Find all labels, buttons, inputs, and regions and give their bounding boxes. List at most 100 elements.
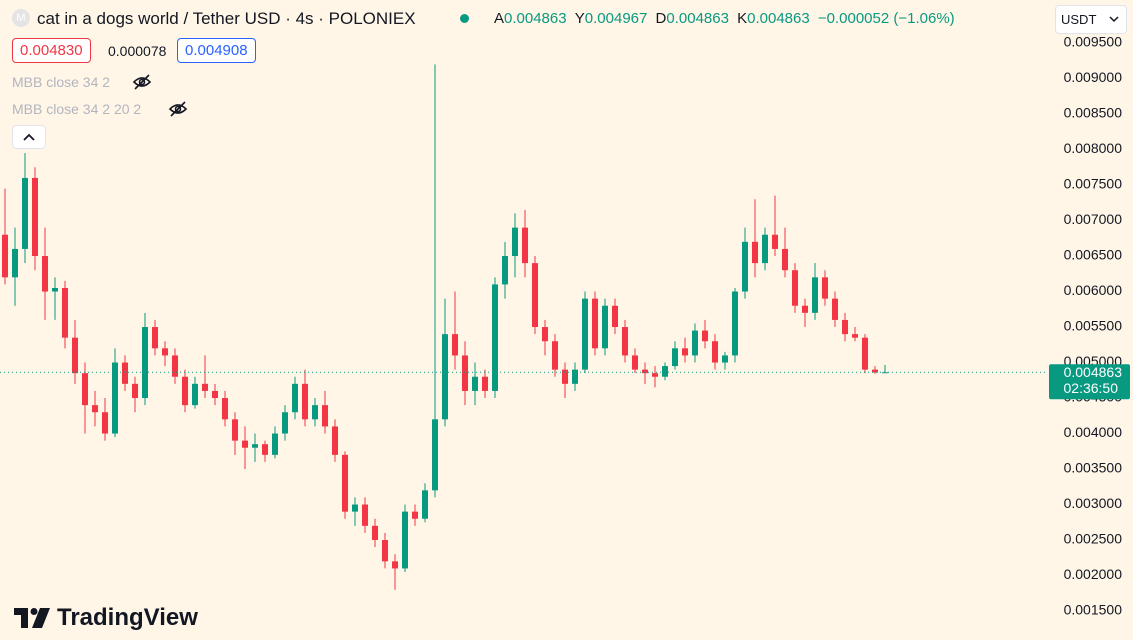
candle-body: [542, 327, 548, 342]
candle-body: [822, 277, 828, 299]
candle-body: [612, 305, 618, 328]
ohlc-value: 0.004863: [747, 10, 810, 27]
candle-body: [602, 305, 608, 349]
candle-body: [142, 327, 148, 399]
hide-icon[interactable]: [168, 99, 188, 119]
candle-body: [802, 305, 808, 313]
candle-body: [742, 241, 748, 292]
candle-body: [202, 383, 208, 391]
candle-body: [682, 348, 688, 356]
brand-logo: [14, 608, 50, 628]
candle-body: [322, 405, 328, 427]
candle-body: [572, 369, 578, 384]
candle-body: [12, 248, 18, 278]
collapse-button[interactable]: [12, 125, 46, 149]
candle-body: [392, 561, 398, 569]
candle-body: [862, 337, 868, 370]
candle-body: [522, 227, 528, 264]
candle-body: [42, 256, 48, 292]
candle-body: [172, 355, 178, 377]
candle-body: [222, 398, 228, 420]
candle-body: [662, 366, 668, 377]
candle-body: [772, 234, 778, 249]
candle-body: [832, 298, 838, 320]
candle-body: [262, 444, 268, 455]
candle-body: [22, 177, 28, 249]
y-tick-label: 0.004000: [1064, 424, 1123, 440]
candle-body: [722, 355, 728, 363]
candle-body: [672, 348, 678, 367]
candle-body: [122, 362, 128, 384]
candle-body: [282, 412, 288, 434]
buy-button[interactable]: 0.004908: [177, 38, 256, 63]
candle-body: [352, 504, 358, 512]
candle-body: [792, 270, 798, 306]
candle-body: [362, 504, 368, 526]
candle-body: [462, 355, 468, 391]
sell-button[interactable]: 0.004830: [12, 38, 91, 63]
countdown: 02:36:50: [1064, 380, 1119, 396]
candle-body: [702, 330, 708, 342]
change: −0.000052 (−1.06%): [817, 10, 955, 27]
candle-body: [852, 334, 858, 338]
candle-body: [642, 369, 648, 374]
candle-body: [82, 373, 88, 406]
currency-dropdown[interactable]: USDT: [1055, 5, 1127, 34]
candle-body: [592, 298, 598, 349]
candle-body: [272, 433, 278, 455]
dropdown-arrow: [1109, 16, 1119, 23]
spread: 0.000078: [108, 43, 167, 59]
candle-body: [152, 327, 158, 349]
candle-body: [452, 334, 458, 356]
candle-body: [842, 319, 848, 335]
candle-body: [872, 369, 878, 373]
candle-body: [632, 355, 638, 370]
candle-body: [332, 426, 338, 455]
y-tick-label: 0.007000: [1064, 211, 1123, 227]
candle-body: [182, 376, 188, 406]
y-tick-label: 0.003500: [1064, 460, 1123, 476]
y-tick-label: 0.002000: [1064, 566, 1123, 582]
indicator[interactable]: MBB close 34 2: [12, 74, 111, 90]
ohlc-value: 0.004967: [584, 10, 648, 27]
candle-body: [132, 383, 138, 399]
y-tick-label: 0.006500: [1064, 247, 1123, 263]
candle-body: [472, 376, 478, 391]
ohlc-legend: A0.004863 Y0.004967 D0.004863 K0.004863 …: [494, 10, 955, 27]
candle-body: [342, 454, 348, 512]
candle-body: [422, 490, 428, 519]
candle-body: [552, 341, 558, 370]
y-tick-label: 0.001500: [1064, 602, 1123, 618]
candle-body: [652, 373, 658, 377]
candle-body: [32, 177, 38, 257]
candle-body: [242, 440, 248, 448]
ohlc-label: Y: [574, 10, 585, 27]
candle-body: [562, 369, 568, 384]
candle-body: [402, 511, 408, 569]
symbol-title[interactable]: cat in a dogs world / Tether USD · 4s · …: [37, 9, 416, 28]
candle-body: [52, 287, 58, 292]
candle-body: [232, 419, 238, 441]
candle-body: [2, 234, 8, 278]
candle-body: [382, 540, 388, 562]
candle-body: [292, 383, 298, 413]
candle-body: [372, 525, 378, 541]
indicator[interactable]: MBB close 34 2 20 2: [12, 101, 142, 117]
candle-body: [732, 291, 738, 356]
y-tick-label: 0.008000: [1064, 140, 1123, 156]
candle-body: [712, 341, 718, 363]
candle-body: [112, 362, 118, 434]
ohlc-value: 0.004863: [504, 10, 567, 27]
brand-name: TradingView: [57, 604, 198, 631]
candle-body: [692, 330, 698, 356]
candle-body: [782, 248, 788, 271]
hide-icon[interactable]: [132, 72, 152, 92]
ohlc-label: D: [655, 10, 667, 27]
y-tick-label: 0.002500: [1064, 531, 1123, 547]
y-tick-label: 0.005500: [1064, 318, 1123, 334]
candle-body: [252, 444, 258, 448]
candle-body: [72, 337, 78, 374]
ohlc-value: 0.004863: [666, 10, 729, 27]
